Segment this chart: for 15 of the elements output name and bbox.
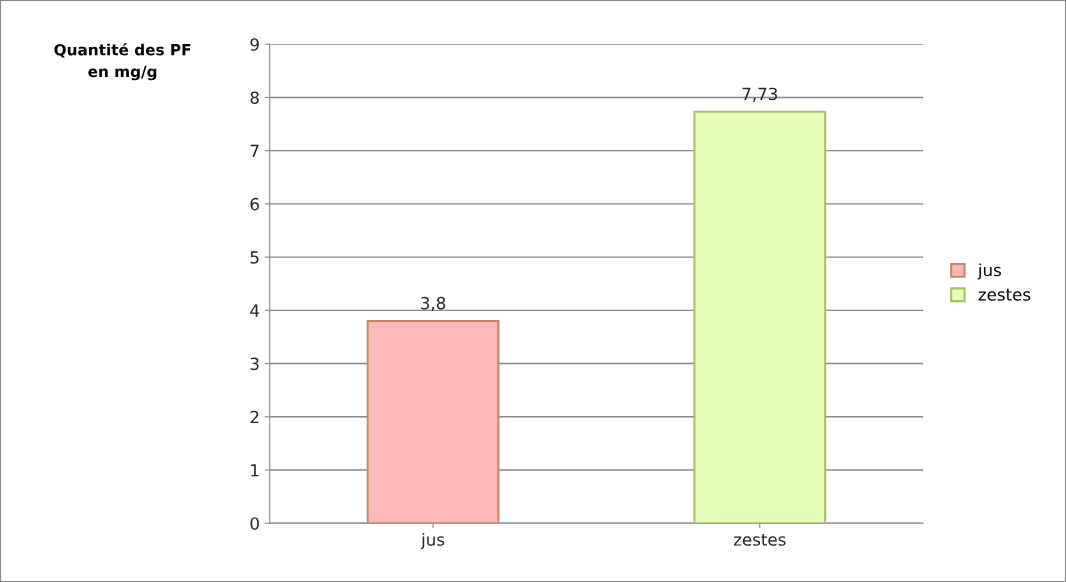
y-tick-label: 1 bbox=[251, 464, 259, 477]
y-tick-label: 7 bbox=[250, 144, 259, 158]
y-tick-label: 5 bbox=[250, 251, 259, 264]
y-tick-label: 0 bbox=[250, 517, 259, 530]
y-tick-label: 6 bbox=[250, 197, 259, 211]
y-tick-label: 8 bbox=[250, 91, 259, 105]
y-tick-label: 3 bbox=[250, 357, 259, 371]
legend-label: jus bbox=[977, 263, 1001, 280]
data-label: 7,73 bbox=[742, 87, 778, 102]
y-axis-title: Quantité des PF en mg/g bbox=[54, 43, 191, 81]
legend-label: zestes bbox=[978, 288, 1031, 301]
y-tick-label: 9 bbox=[250, 38, 259, 51]
y-tick-label: 2 bbox=[250, 410, 259, 424]
y-tick-label: 4 bbox=[250, 304, 260, 317]
data-label: 3,8 bbox=[421, 296, 446, 312]
